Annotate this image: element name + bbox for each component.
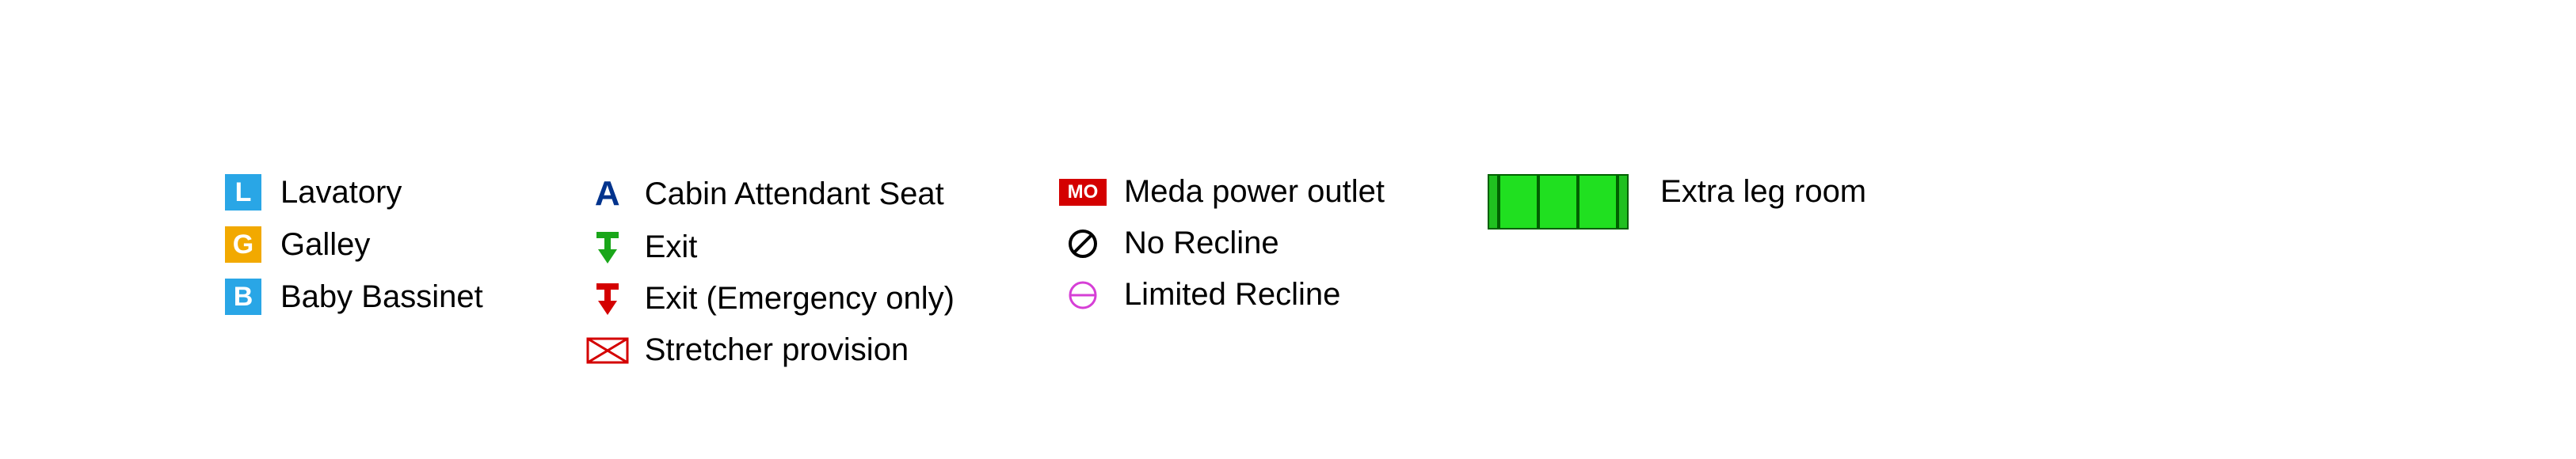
exit-emergency-label: Exit (Emergency only) [645, 281, 955, 317]
legend-exit: Exit [586, 230, 955, 265]
seat-3 [1578, 174, 1618, 230]
no-recline-label: No Recline [1124, 226, 1279, 261]
exit-arrow-icon [593, 230, 622, 265]
legend-col-2: A Cabin Attendant Seat Exit [586, 174, 955, 368]
legend-attendant: A Cabin Attendant Seat [586, 174, 955, 214]
legend-galley: G Galley [222, 226, 483, 263]
bassinet-label: Baby Bassinet [280, 279, 483, 315]
stretcher-icon [586, 337, 629, 364]
meda-label: Meda power outlet [1124, 174, 1385, 210]
exit-emergency-icon [586, 282, 629, 317]
seat-2 [1538, 174, 1578, 230]
lavatory-badge: L [225, 174, 261, 211]
legend-limited-recline: Limited Recline [1057, 277, 1385, 313]
attendant-label: Cabin Attendant Seat [645, 176, 944, 212]
bassinet-icon: B [222, 279, 265, 315]
limited-recline-label: Limited Recline [1124, 277, 1340, 313]
seat-triple-icon [1488, 174, 1629, 230]
exit-label: Exit [645, 230, 698, 265]
legend-extra-legroom: Extra leg room [1488, 174, 1866, 230]
legend-col-4: Extra leg room [1488, 174, 1866, 230]
stretcher-label: Stretcher provision [645, 332, 909, 368]
seat-map-legend: L Lavatory G Galley B Baby Bassinet A Ca… [222, 174, 1866, 368]
lavatory-label: Lavatory [280, 175, 402, 211]
limited-recline-icon [1057, 279, 1108, 311]
stretcher-envelope-icon [586, 337, 629, 364]
galley-badge: G [225, 226, 261, 263]
attendant-letter: A [595, 174, 620, 214]
legend-col-3: MO Meda power outlet No Recline Limited … [1057, 174, 1385, 313]
legend-exit-emergency: Exit (Emergency only) [586, 281, 955, 317]
legend-meda: MO Meda power outlet [1057, 174, 1385, 210]
exit-emergency-arrow-icon [593, 282, 622, 317]
lavatory-icon: L [222, 174, 265, 211]
legend-stretcher: Stretcher provision [586, 332, 955, 368]
seat-1 [1499, 174, 1538, 230]
no-recline-icon [1057, 228, 1108, 260]
galley-label: Galley [280, 227, 370, 263]
galley-icon: G [222, 226, 265, 263]
armrest-left [1488, 174, 1499, 230]
legend-bassinet: B Baby Bassinet [222, 279, 483, 315]
bassinet-badge: B [225, 279, 261, 315]
meda-icon: MO [1057, 179, 1108, 206]
extra-legroom-label: Extra leg room [1660, 174, 1866, 210]
prohibit-icon [1067, 228, 1099, 260]
armrest-right [1618, 174, 1629, 230]
attendant-icon: A [586, 174, 629, 214]
legend-lavatory: L Lavatory [222, 174, 483, 211]
meda-badge: MO [1059, 179, 1107, 206]
legend-col-1: L Lavatory G Galley B Baby Bassinet [222, 174, 483, 315]
exit-icon [586, 230, 629, 265]
half-circle-icon [1067, 279, 1099, 311]
legend-no-recline: No Recline [1057, 226, 1385, 261]
